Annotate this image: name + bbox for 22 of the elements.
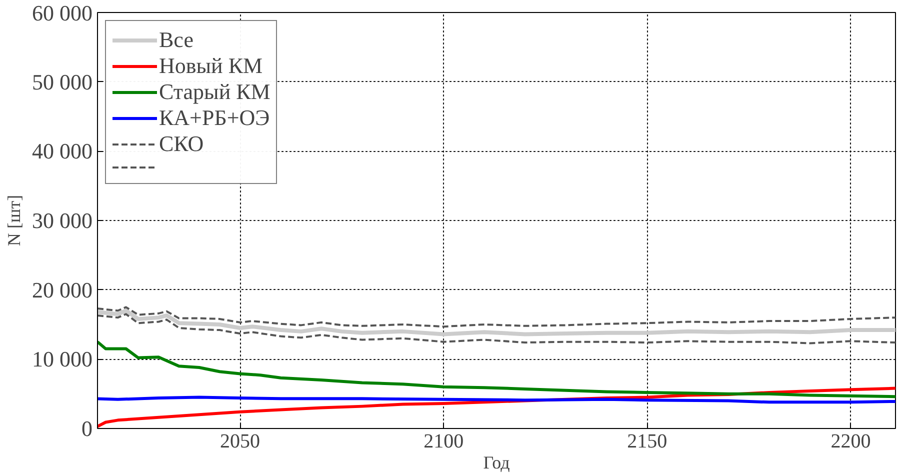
line-series [98, 308, 896, 336]
x-axis-title: Год [483, 452, 510, 472]
line-series [98, 306, 896, 328]
legend-label: КА+РБ+ОЭ [159, 105, 270, 131]
legend-label: Новый КМ [159, 53, 263, 79]
y-tick-label: 10 000 [32, 346, 92, 372]
y-tick-label: 40 000 [32, 138, 92, 164]
line-series [98, 340, 896, 398]
y-tick-label: 30 000 [32, 208, 92, 233]
y-axis-title: N [шт] [4, 194, 24, 246]
legend-label: Старый КМ [159, 79, 270, 105]
y-tick-label: 20 000 [32, 277, 92, 302]
legend-label: СКО [159, 131, 204, 157]
x-tick-label: 2100 [424, 430, 464, 452]
y-tick-label: 0 [82, 416, 92, 441]
y-tick-label: 60 000 [32, 0, 92, 26]
x-tick-label: 2050 [220, 430, 260, 452]
line-series [98, 313, 896, 344]
x-tick-label: 2150 [627, 430, 668, 452]
legend-label: Все [159, 27, 194, 53]
x-tick-label: 2200 [830, 430, 871, 452]
y-tick-label: 50 000 [32, 69, 92, 94]
